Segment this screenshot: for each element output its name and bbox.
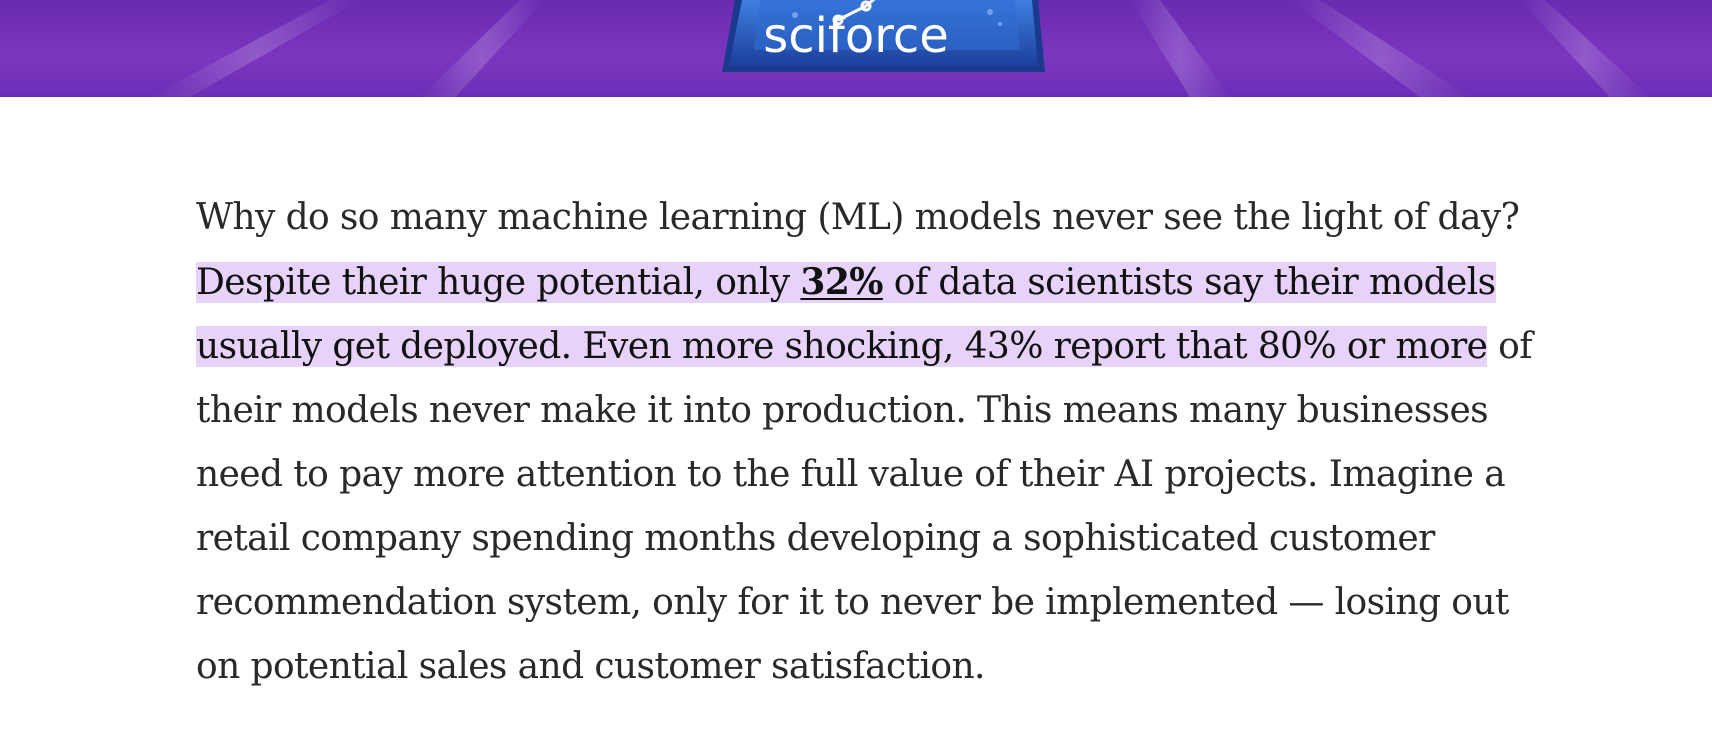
sciforce-logo: sciforce [763, 8, 949, 64]
statistic-link[interactable]: 32% [800, 261, 883, 303]
intro-sentence: Why do so many machine learning (ML) mod… [196, 197, 1520, 238]
header-banner: sciforce [0, 0, 1712, 97]
highlight-text-before-link: Despite their huge potential, only [196, 262, 801, 303]
highlight-text-after-link: of data scientists say their models usua… [196, 262, 1496, 367]
article-paragraph: Why do so many machine learning (ML) mod… [196, 186, 1536, 699]
highlighted-text: Despite their huge potential, only 32% o… [196, 261, 1496, 367]
banner-graphic [150, 0, 1650, 97]
paragraph-rest: of their models never make it into produ… [196, 326, 1533, 687]
